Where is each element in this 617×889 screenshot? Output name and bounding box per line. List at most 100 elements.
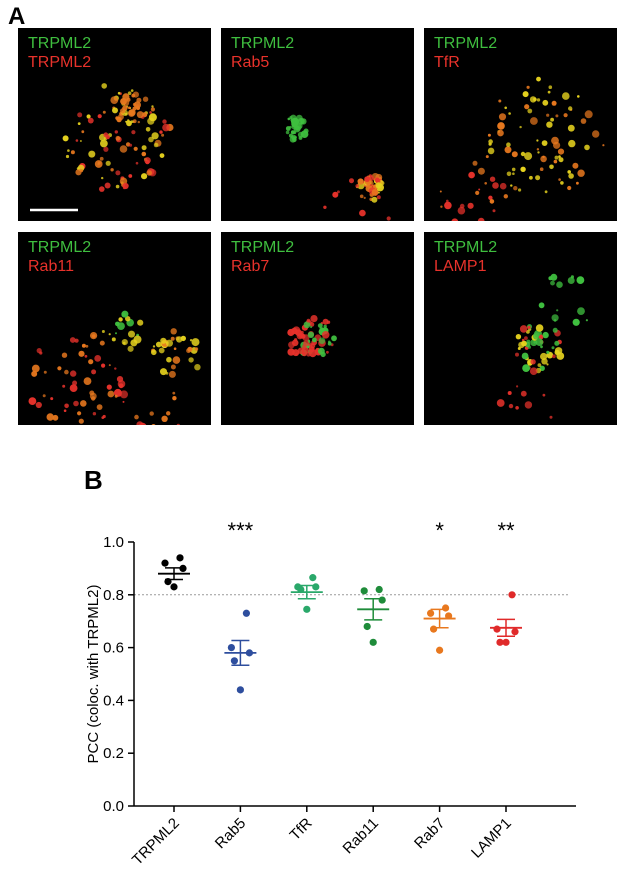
signal-puncta [180, 335, 186, 342]
signal-puncta [102, 414, 106, 419]
signal-puncta [527, 108, 533, 114]
signal-puncta [515, 406, 519, 410]
data-point [442, 604, 450, 612]
signal-puncta [320, 351, 326, 358]
signal-puncta [194, 347, 199, 351]
signal-puncta [513, 186, 518, 191]
signal-puncta [357, 178, 364, 185]
signal-puncta [137, 120, 140, 124]
signal-puncta [468, 171, 475, 179]
signal-puncta [310, 325, 313, 329]
signal-puncta [43, 370, 47, 374]
signal-puncta [487, 133, 491, 137]
image-trpml2-rab11: TRPML2 Rab11 [18, 232, 211, 425]
signal-puncta [135, 161, 139, 165]
signal-puncta [120, 390, 128, 399]
signal-puncta [323, 324, 327, 329]
signal-puncta [168, 370, 176, 378]
y-tick-label: 0.6 [103, 640, 124, 657]
signal-puncta [189, 339, 193, 342]
green-channel-label: TRPML2 [434, 239, 498, 256]
signal-puncta [99, 156, 104, 161]
signal-puncta [507, 391, 512, 395]
signal-puncta [291, 121, 298, 128]
data-point [436, 646, 444, 654]
signal-puncta [552, 354, 556, 359]
signal-puncta [492, 182, 499, 189]
x-tick-label: Rab5 [212, 815, 249, 852]
signal-puncta [375, 182, 382, 189]
signal-puncta [540, 352, 548, 361]
signal-puncta [131, 130, 136, 135]
signal-puncta [151, 105, 154, 108]
x-tick-label: LAMP1 [468, 815, 515, 862]
signal-puncta [451, 218, 459, 221]
signal-puncta [318, 337, 326, 344]
signal-puncta [576, 276, 585, 284]
red-channel-label: Rab11 [28, 258, 74, 275]
green-channel-label: TRPML2 [28, 35, 92, 52]
signal-puncta [477, 167, 485, 175]
signal-puncta [535, 324, 544, 332]
signal-puncta [50, 397, 54, 401]
signal-puncta [550, 280, 555, 286]
signal-puncta [508, 112, 511, 115]
signal-puncta [584, 144, 590, 151]
signal-puncta [472, 160, 478, 166]
signal-puncta [553, 159, 558, 164]
signal-puncta [110, 168, 114, 172]
signal-puncta [477, 217, 485, 221]
signal-puncta [369, 184, 372, 187]
signal-puncta [585, 319, 588, 322]
signal-puncta [57, 366, 62, 371]
signal-puncta [560, 181, 564, 185]
signal-puncta [363, 196, 366, 199]
signal-puncta [89, 392, 97, 400]
signal-puncta [117, 114, 124, 120]
signal-puncta [91, 369, 97, 375]
signal-puncta [306, 318, 311, 323]
signal-puncta [563, 113, 568, 118]
signal-puncta [173, 347, 177, 350]
y-tick-label: 0.0 [103, 798, 124, 815]
significance-marker: * [435, 518, 444, 543]
signal-puncta [130, 89, 134, 92]
signal-puncta [519, 125, 522, 129]
signal-puncta [499, 182, 507, 190]
signal-puncta [297, 131, 304, 138]
red-channel-label: TfR [434, 54, 460, 71]
signal-puncta [62, 135, 69, 142]
signal-puncta [122, 400, 125, 403]
data-point [496, 638, 504, 646]
signal-puncta [541, 140, 548, 146]
signal-puncta [149, 411, 154, 416]
signal-puncta [327, 341, 332, 346]
signal-puncta [533, 97, 537, 102]
signal-puncta [478, 188, 481, 191]
fluorescence-signal [287, 315, 337, 358]
signal-puncta [151, 424, 156, 425]
signal-puncta [158, 347, 165, 354]
signal-puncta [176, 423, 180, 425]
signal-puncta [554, 155, 559, 160]
signal-puncta [114, 394, 118, 398]
signal-puncta [90, 332, 98, 340]
signal-puncta [524, 104, 530, 110]
signal-puncta [67, 149, 70, 152]
signal-puncta [141, 145, 147, 151]
signal-puncta [292, 137, 297, 142]
red-channel-label: Rab5 [231, 54, 270, 71]
signal-puncta [28, 397, 37, 405]
signal-puncta [69, 384, 78, 392]
signal-puncta [323, 205, 327, 209]
signal-puncta [142, 96, 149, 102]
signal-puncta [120, 108, 126, 114]
signal-puncta [542, 331, 549, 339]
signal-puncta [568, 173, 574, 179]
signal-puncta [524, 336, 528, 340]
signal-puncta [321, 331, 330, 339]
data-point [430, 625, 438, 633]
signal-puncta [153, 142, 159, 148]
signal-puncta [546, 350, 550, 354]
signal-puncta [367, 180, 374, 187]
